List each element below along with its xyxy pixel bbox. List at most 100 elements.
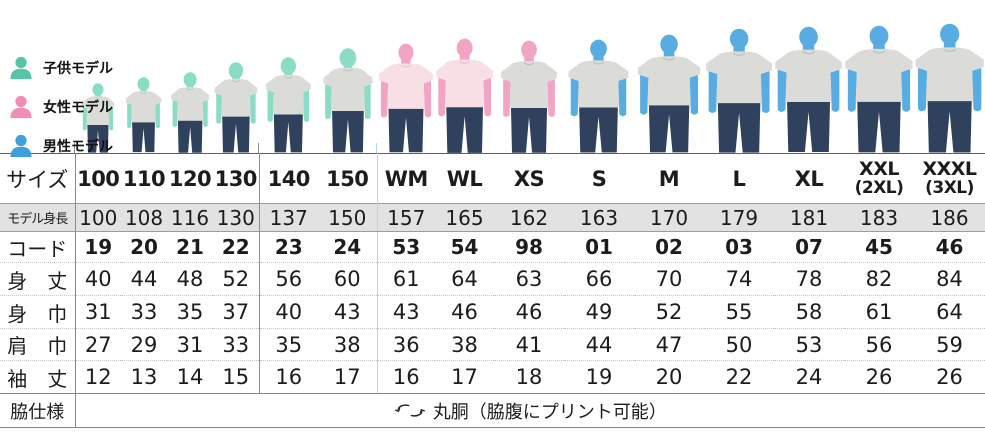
model_height-cell-M: 170	[634, 203, 704, 232]
body_width-cell-130: 37	[213, 295, 260, 329]
model-figure-S	[569, 39, 629, 153]
code-cell-120: 21	[176, 235, 204, 259]
sleeve_length-cell-WM: 16	[377, 360, 435, 394]
shoulder_width-cell-M: 47	[634, 328, 704, 361]
row-label-side_spec: 脇仕様	[0, 393, 76, 428]
size-spec-table: サイズ 100 110 120 130 140 150 WM WL XS S M L XL XXL (2XL)…	[0, 153, 985, 428]
model_height-cell-WL: 165	[435, 203, 494, 232]
shoulder_width-cell-XXXL: 59	[914, 328, 985, 361]
divider-tick	[376, 143, 377, 153]
legend-label: 子供モデル	[43, 60, 113, 77]
size-cell-100: 100	[75, 153, 121, 204]
body_width-cell-XS: 46	[494, 295, 564, 329]
shoulder_width-cell-140: 35	[259, 328, 318, 361]
body_width-cell-L: 55	[704, 295, 774, 329]
person-icon	[10, 56, 32, 79]
code-cell-140: 23	[274, 235, 303, 259]
model-figure-150	[322, 48, 373, 153]
body_length-cell-100: 40	[75, 262, 121, 296]
body_length-cell-150: 60	[318, 262, 378, 296]
shoulder_width-cell-L: 50	[704, 328, 774, 361]
body_length-cell-140: 56	[259, 262, 318, 296]
model_height-cell-L: 179	[704, 203, 774, 232]
body_width-cell-XXL: 61	[844, 295, 914, 329]
body_width-cell-M: 52	[634, 295, 704, 329]
model_height-cell-150: 150	[318, 203, 378, 232]
shoulder_width-cell-WM: 36	[377, 328, 435, 361]
body_length-cell-XXL: 82	[844, 262, 914, 296]
row-label-sleeve_length: 袖 丈	[0, 360, 76, 394]
code-cell-WM: 53	[392, 235, 421, 259]
sleeve_length-cell-130: 15	[213, 360, 260, 394]
body_width-cell-110: 33	[121, 295, 167, 329]
model-figures-row	[0, 0, 985, 153]
person-icon	[10, 95, 32, 118]
model_height-cell-100: 100	[75, 203, 121, 232]
body_length-cell-WL: 64	[435, 262, 494, 296]
model_height-cell-120: 116	[167, 203, 213, 232]
model-figure-WM	[378, 43, 434, 153]
shoulder_width-cell-120: 31	[167, 328, 213, 361]
shoulder_width-cell-S: 44	[564, 328, 634, 361]
divider-tick	[258, 143, 259, 153]
sleeve_length-cell-150: 17	[318, 360, 378, 394]
model_height-cell-XXXL: 186	[914, 203, 985, 232]
body_width-cell-120: 35	[167, 295, 213, 329]
sleeve_length-cell-XL: 24	[774, 360, 844, 394]
shoulder_width-cell-XS: 41	[494, 328, 564, 361]
model-figure-100	[81, 83, 115, 153]
body_width-cell-WM: 43	[377, 295, 435, 329]
size-cell-XXL: XXL (2XL)	[844, 153, 914, 204]
code-cell-WL: 54	[450, 235, 479, 259]
size-cell-S: S	[564, 153, 634, 204]
model-figure-130	[214, 62, 258, 153]
body_length-cell-XL: 78	[774, 262, 844, 296]
body_width-cell-150: 43	[318, 295, 378, 329]
size-cell-WL: WL	[435, 153, 494, 204]
size-cell-L: L	[704, 153, 774, 204]
model-figure-WL	[436, 38, 493, 153]
row-label-shoulder_width: 肩 巾	[0, 328, 76, 361]
model_height-cell-XS: 162	[494, 203, 564, 232]
row-label-model_height: モデル身長	[0, 203, 76, 232]
row-label-body_length: 身 丈	[0, 262, 76, 296]
body_width-cell-XXXL: 64	[914, 295, 985, 329]
code-cell-XXL: 45	[865, 235, 893, 259]
size-cell-110: 110	[121, 153, 167, 204]
code-cell-S: 01	[585, 235, 613, 259]
body_length-cell-WM: 61	[377, 262, 435, 296]
side-spec-cell: 丸胴（脇腹にプリント可能）	[75, 393, 985, 428]
model_height-cell-140: 137	[259, 203, 318, 232]
code-cell-110: 20	[130, 235, 158, 259]
size-cell-150: 150	[318, 153, 378, 204]
model_height-cell-WM: 157	[377, 203, 435, 232]
shoulder_width-cell-130: 33	[213, 328, 260, 361]
size-cell-130: 130	[213, 153, 260, 204]
shoulder_width-cell-110: 29	[121, 328, 167, 361]
row-label-body_width: 身 巾	[0, 295, 76, 329]
size-cell-WM: WM	[377, 153, 435, 204]
size-sublabel: (2XL)	[854, 178, 904, 198]
shoulder_width-cell-XL: 53	[774, 328, 844, 361]
size-cell-M: M	[634, 153, 704, 204]
body_width-cell-WL: 46	[435, 295, 494, 329]
code-cell-XXXL: 46	[935, 235, 964, 259]
model-figure-XL	[775, 27, 843, 153]
model-figure-XXL	[845, 25, 913, 153]
sleeve_length-cell-XXL: 26	[844, 360, 914, 394]
sleeve_length-cell-110: 13	[121, 360, 167, 394]
legend-label: 男性モデル	[43, 138, 113, 155]
model-figure-110	[126, 77, 162, 153]
row-label-code: コード	[0, 231, 76, 263]
size-label: XXL	[859, 158, 899, 180]
body_length-cell-XS: 63	[494, 262, 564, 296]
row-label-size: サイズ	[0, 153, 76, 204]
model_height-cell-130: 130	[213, 203, 260, 232]
sleeve_length-cell-L: 22	[704, 360, 774, 394]
size-cell-120: 120	[167, 153, 213, 204]
model-figure-140	[266, 57, 311, 153]
shoulder_width-cell-XXL: 56	[844, 328, 914, 361]
size-cell-XL: XL	[774, 153, 844, 204]
body_length-cell-120: 48	[167, 262, 213, 296]
